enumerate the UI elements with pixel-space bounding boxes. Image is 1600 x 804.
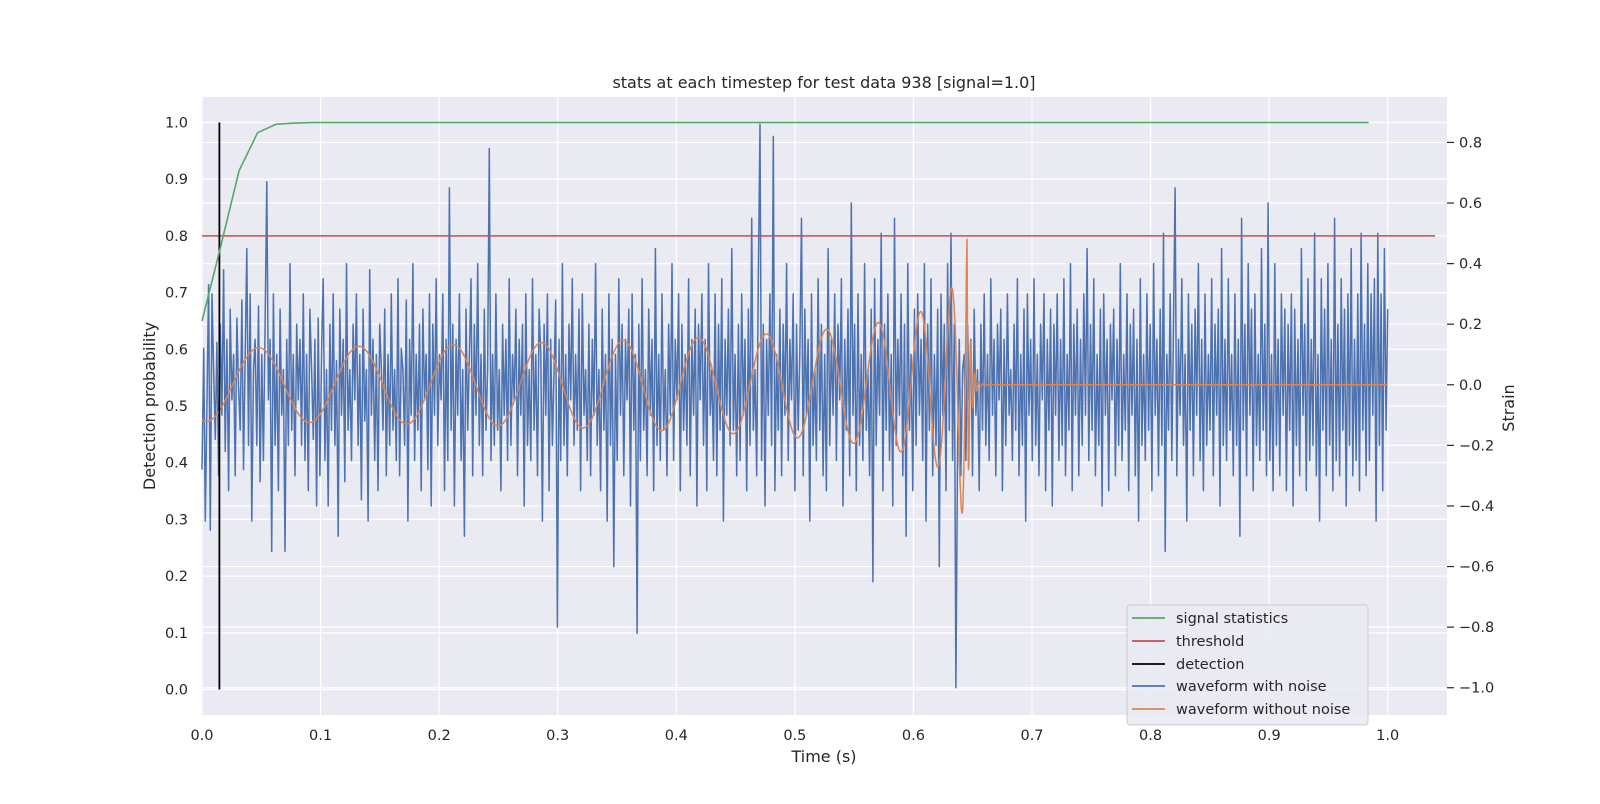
y-axis-label-left: Detection probability	[140, 322, 159, 490]
legend-label-signal-statistics: signal statistics	[1176, 611, 1288, 627]
x-tick-label: 0.9	[1258, 728, 1281, 744]
legend-label-waveform-without-noise: waveform without noise	[1176, 702, 1350, 718]
y-tick-label-right: −1.0	[1459, 681, 1494, 697]
x-tick-label: 0.1	[309, 728, 332, 744]
tick-labels: 0.0 0.1 0.2 0.3 0.4 0.5 0.6 0.7 0.8 0.9 1.0 0.0 0.1 0…	[165, 116, 1494, 744]
y-tick-label-right: −0.8	[1459, 620, 1494, 636]
legend-box	[1126, 604, 1369, 726]
y-tick-label-left: 0.1	[165, 626, 188, 642]
y-tick-label-left: 0.6	[165, 342, 188, 358]
y-tick-label-right: 0.4	[1459, 257, 1482, 273]
y-tick-label-right: 0.2	[1459, 317, 1482, 333]
chart-title: stats at each timestep for test data 938…	[612, 73, 1035, 92]
series-layer	[201, 121, 1436, 690]
series-signal-statistics	[201, 121, 1369, 322]
x-axis-label: Time (s)	[790, 747, 856, 766]
y-tick-label-right: −0.2	[1459, 438, 1494, 454]
y-tick-label-right: 0.0	[1459, 378, 1482, 394]
legend-label-waveform-with-noise: waveform with noise	[1176, 679, 1327, 695]
y-tick-label-left: 0.7	[165, 286, 188, 302]
legend-label-threshold: threshold	[1176, 634, 1244, 650]
x-tick-label: 0.2	[428, 728, 451, 744]
y-tick-label-right: −0.4	[1459, 499, 1494, 515]
y-tick-label-left: 0.4	[165, 456, 188, 472]
y-tick-label-left: 0.0	[165, 682, 188, 698]
x-tick-label: 0.4	[665, 728, 688, 744]
series-waveform-with-noise	[201, 123, 1389, 689]
y-tick-label-left: 1.0	[165, 116, 188, 132]
y-tick-label-left: 0.2	[165, 569, 188, 585]
x-tick-label: 0.3	[546, 728, 569, 744]
x-tick-label: 0.0	[190, 728, 213, 744]
legend: signal statistics threshold detection wa…	[1126, 604, 1369, 726]
x-tick-label: 0.5	[783, 728, 806, 744]
y-tick-label-right: −0.6	[1459, 560, 1494, 576]
x-tick-label: 0.7	[1020, 728, 1043, 744]
y-axis-label-right: Strain	[1499, 384, 1518, 431]
y-tick-label-left: 0.9	[165, 172, 188, 188]
y-tick-label-left: 0.3	[165, 512, 188, 528]
legend-label-detection: detection	[1176, 657, 1244, 673]
y-tick-label-left: 0.5	[165, 399, 188, 415]
x-tick-label: 0.8	[1139, 728, 1162, 744]
y-tick-label-left: 0.8	[165, 229, 188, 245]
y-tick-label-right: 0.6	[1459, 196, 1482, 212]
x-tick-label: 0.6	[902, 728, 925, 744]
y-tick-label-right: 0.8	[1459, 135, 1482, 151]
series-waveform-without-noise	[201, 238, 1388, 514]
x-tick-label: 1.0	[1376, 728, 1399, 744]
